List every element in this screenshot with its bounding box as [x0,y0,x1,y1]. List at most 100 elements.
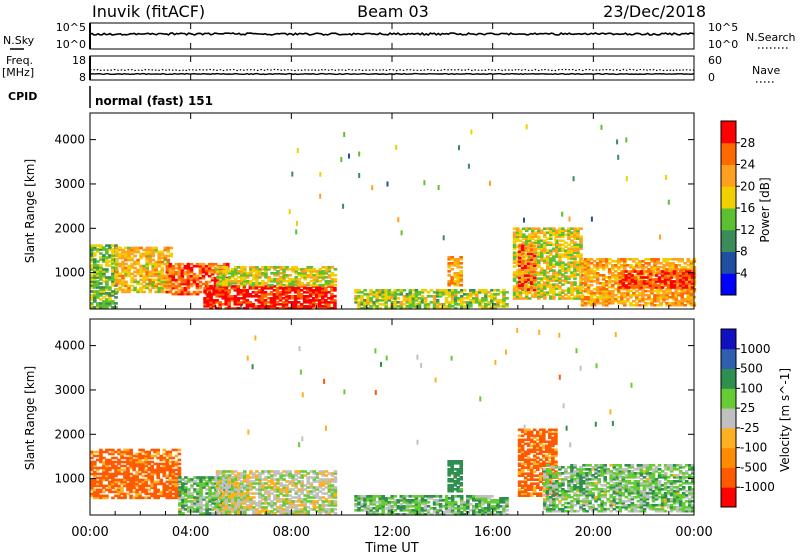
velocity-cell [318,490,323,493]
power-cell [552,271,556,274]
power-cell [423,303,428,306]
power-cell [242,295,247,298]
velocity-cell [99,480,103,484]
velocity-cell [178,510,182,513]
power-cell [630,280,635,283]
power-cell [659,289,663,293]
velocity-cell [315,502,320,505]
power-cell [90,258,94,261]
freq-right-tick-bottom: 0 [708,71,715,84]
velocity-cell [261,510,265,513]
power-cell [296,220,298,226]
velocity-cell [282,502,286,505]
power-cell [520,268,525,271]
velocity-cell [156,480,160,484]
power-cell [517,260,522,263]
power-cell [517,278,522,281]
velocity-cell [221,512,226,515]
velocity-cell [276,490,280,493]
velocity-cell [234,512,238,515]
power-cell [537,297,541,300]
velocity-cell [381,505,385,508]
velocity-cell [318,504,323,507]
power-cell [558,293,562,296]
power-cell [669,274,674,277]
power-cell [333,287,337,290]
power-cell [321,270,326,273]
power-cell [192,278,197,282]
power-cell [666,278,671,281]
power-cell [105,264,109,267]
velocity-cell [105,472,109,476]
velocity-cell [243,510,247,513]
velocity-cell [208,480,212,483]
velocity-cell [369,509,373,512]
power-cell [148,290,152,294]
power-cell [567,289,571,292]
velocity-cell [159,468,164,472]
power-cell [315,276,320,279]
power-cell [420,295,425,298]
velocity-cell [267,476,271,479]
power-cell [99,266,103,269]
power-cell [157,282,161,286]
power-cell [502,291,506,294]
velocity-cell [150,480,154,484]
power-cell [656,260,660,263]
power-cell [614,276,618,279]
power-cell [552,295,556,298]
power-cell [227,272,232,275]
power-cell [654,274,659,277]
power-cell [549,251,553,254]
power-cell [285,274,289,277]
power-cell [423,307,428,310]
power-cell [145,272,149,276]
velocity-cell [135,456,139,460]
power-cell [245,307,250,310]
power-cell [384,289,388,292]
velocity-cell [138,494,142,498]
power-cell [93,258,97,261]
velocity-cell [221,480,226,483]
power-cell [636,270,641,273]
power-cell [105,306,109,309]
power-cell [251,307,256,310]
power-cell [583,264,588,267]
power-cell [281,291,286,294]
velocity-cell [297,496,301,499]
power-cell [611,299,615,303]
velocity-cell [171,496,176,500]
power-cell [105,244,109,247]
velocity-cell [291,504,295,507]
power-cell [105,248,109,251]
power-cell [102,274,106,277]
velocity-cell [300,482,304,485]
velocity-cell [230,504,235,507]
power-cell [549,233,553,236]
velocity-cell [315,488,320,491]
power-cell [580,303,585,307]
power-cell [627,276,632,279]
power-cell [378,307,382,310]
power-cell [108,244,112,247]
power-cell [234,266,238,269]
velocity-cell [162,468,167,472]
power-cell [124,252,128,256]
power-cell [139,264,143,268]
velocity-cell [333,496,338,499]
power-cell [218,293,222,296]
power-cell [549,275,553,278]
power-cell [484,305,488,308]
power-cell [648,286,653,289]
power-cell [456,278,460,281]
velocity-cell [150,476,154,480]
station-title: Inuvik (fitACF) [92,2,205,21]
power-cell [469,291,473,294]
power-cell [402,297,407,300]
power-cell [99,276,103,279]
power-cell [432,301,437,304]
power-cell [621,284,626,287]
velocity-cell [150,478,154,482]
power-cell [324,299,328,302]
power-cell [204,268,209,272]
